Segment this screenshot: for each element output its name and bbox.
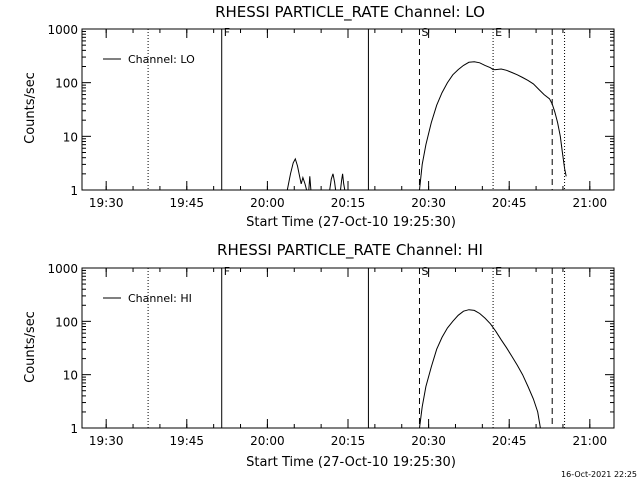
lo-flag-label: S xyxy=(421,26,428,39)
hi-x-tick-label: 20:00 xyxy=(250,434,285,448)
hi-y-tick-label: 1000 xyxy=(47,262,78,276)
lo-y-tick-label: 1 xyxy=(70,184,78,198)
hi-flag-label: S xyxy=(421,265,428,278)
lo-rate-curve xyxy=(340,173,346,191)
hi-flag-label: F xyxy=(224,265,230,278)
hi-flag-label: E xyxy=(495,265,502,278)
lo-x-tick-label: 21:00 xyxy=(573,196,608,210)
hi-x-tick-label: 19:45 xyxy=(169,434,204,448)
hi-panel-title: RHESSI PARTICLE_RATE Channel: HI xyxy=(217,241,483,260)
lo-rate-curve xyxy=(286,157,308,191)
hi-x-tick-label: 20:45 xyxy=(492,434,527,448)
hi-x-tick-label: 21:00 xyxy=(573,434,608,448)
generation-timestamp: 16-Oct-2021 22:25 xyxy=(561,470,637,479)
lo-x-tick-label: 19:30 xyxy=(89,196,124,210)
lo-y-tick-label: 1000 xyxy=(47,23,78,37)
hi-channel-panel: RHESSI PARTICLE_RATE Channel: HI Start T… xyxy=(23,241,615,470)
lo-rate-curve xyxy=(329,173,337,191)
lo-flag-label: E xyxy=(495,26,502,39)
lo-legend-label: Channel: LO xyxy=(128,53,195,66)
hi-y-tick-label: 100 xyxy=(55,315,78,329)
lo-y-axis-label: Counts/sec xyxy=(23,72,38,144)
hi-legend-label: Channel: HI xyxy=(128,292,192,305)
hi-y-axis-label: Counts/sec xyxy=(23,311,38,383)
hi-x-tick-label: 20:30 xyxy=(411,434,446,448)
lo-x-tick-label: 20:45 xyxy=(492,196,527,210)
lo-y-tick-label: 100 xyxy=(55,77,78,91)
hi-y-tick-label: 1 xyxy=(70,422,78,436)
lo-x-axis-label: Start Time (27-Oct-10 19:25:30) xyxy=(246,215,456,230)
lo-channel-panel: RHESSI PARTICLE_RATE Channel: LO Start T… xyxy=(23,3,615,230)
lo-rate-curve xyxy=(308,176,312,191)
lo-x-tick-label: 20:30 xyxy=(411,196,446,210)
hi-x-tick-label: 19:30 xyxy=(89,434,124,448)
hi-x-tick-label: 20:15 xyxy=(331,434,366,448)
hi-x-axis-label: Start Time (27-Oct-10 19:25:30) xyxy=(246,455,456,470)
lo-x-tick-label: 20:00 xyxy=(250,196,285,210)
hi-rate-curve xyxy=(419,309,541,429)
lo-rate-curve xyxy=(419,61,567,191)
hi-y-tick-label: 10 xyxy=(63,369,78,383)
lo-x-tick-label: 20:15 xyxy=(331,196,366,210)
lo-flag-label: F xyxy=(224,26,230,39)
lo-y-tick-label: 10 xyxy=(63,130,78,144)
lo-panel-title: RHESSI PARTICLE_RATE Channel: LO xyxy=(215,3,485,22)
lo-x-tick-label: 19:45 xyxy=(169,196,204,210)
